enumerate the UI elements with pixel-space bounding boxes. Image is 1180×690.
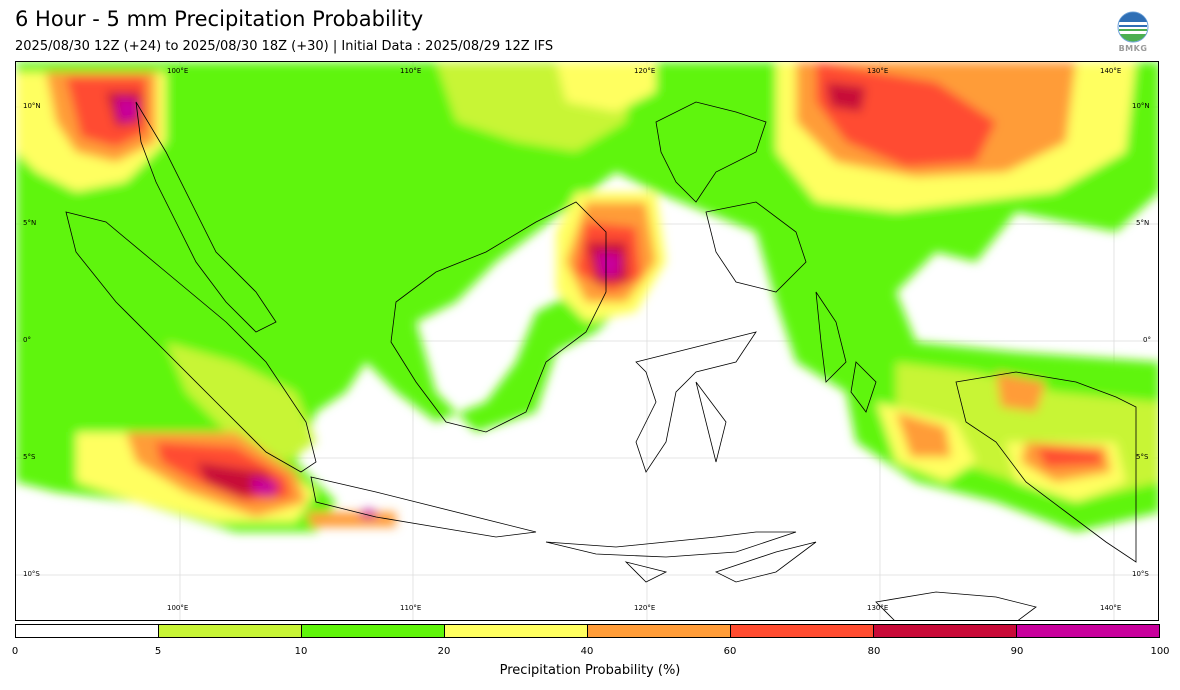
map-title: 6 Hour - 5 mm Precipitation Probability (15, 7, 424, 31)
lon-tick-top: 120°E (634, 67, 656, 75)
colorbar-label: 0 (11, 646, 19, 657)
colorbar-label: 20 (437, 646, 451, 657)
coastlines (65, 101, 1137, 620)
logo-text: BMKG (1118, 44, 1148, 53)
colorbar (15, 624, 1160, 638)
colorbar-label: 80 (867, 646, 881, 657)
colorbar-label: 10 (294, 646, 308, 657)
colorbar-label: 40 (580, 646, 594, 657)
lon-tick-top: 130°E (867, 67, 889, 75)
lat-tick-right: 5°N (1136, 219, 1150, 227)
colorbar-segment (301, 625, 444, 637)
lat-tick-left: 10°S (23, 570, 40, 578)
precipitation-map: 100°E 110°E 120°E 130°E 140°E 100°E 110°… (15, 61, 1159, 621)
lat-tick-right: 0° (1143, 336, 1151, 344)
lon-tick-bottom: 110°E (400, 604, 422, 612)
colorbar-label: 90 (1010, 646, 1024, 657)
probability-field (16, 62, 1158, 532)
colorbar-segment (16, 625, 158, 637)
colorbar-label: 100 (1150, 646, 1170, 657)
map-subtitle: 2025/08/30 12Z (+24) to 2025/08/30 18Z (… (15, 39, 554, 54)
map-canvas (16, 62, 1158, 620)
lat-tick-right: 10°S (1132, 570, 1149, 578)
lon-tick-bottom: 120°E (634, 604, 656, 612)
lat-tick-left: 0° (23, 336, 31, 344)
colorbar-segment (444, 625, 587, 637)
colorbar-segment (730, 625, 873, 637)
lon-tick-top: 100°E (167, 67, 189, 75)
lat-tick-left: 10°N (23, 102, 41, 110)
colorbar-label: 5 (154, 646, 162, 657)
lon-tick-bottom: 140°E (1100, 604, 1122, 612)
lon-tick-top: 140°E (1100, 67, 1122, 75)
colorbar-segment (587, 625, 730, 637)
lat-tick-left: 5°N (23, 219, 37, 227)
lon-tick-bottom: 130°E (867, 604, 889, 612)
lat-tick-right: 5°S (1136, 453, 1149, 461)
colorbar-segment (1016, 625, 1159, 637)
lat-tick-left: 5°S (23, 453, 36, 461)
lon-tick-top: 110°E (400, 67, 422, 75)
bmkg-logo-icon: BMKG (1113, 10, 1153, 56)
colorbar-label: 60 (723, 646, 737, 657)
colorbar-segment (873, 625, 1016, 637)
lon-tick-bottom: 100°E (167, 604, 189, 612)
colorbar-segment (158, 625, 301, 637)
lat-tick-right: 10°N (1132, 102, 1150, 110)
colorbar-title: Precipitation Probability (%) (499, 663, 681, 678)
